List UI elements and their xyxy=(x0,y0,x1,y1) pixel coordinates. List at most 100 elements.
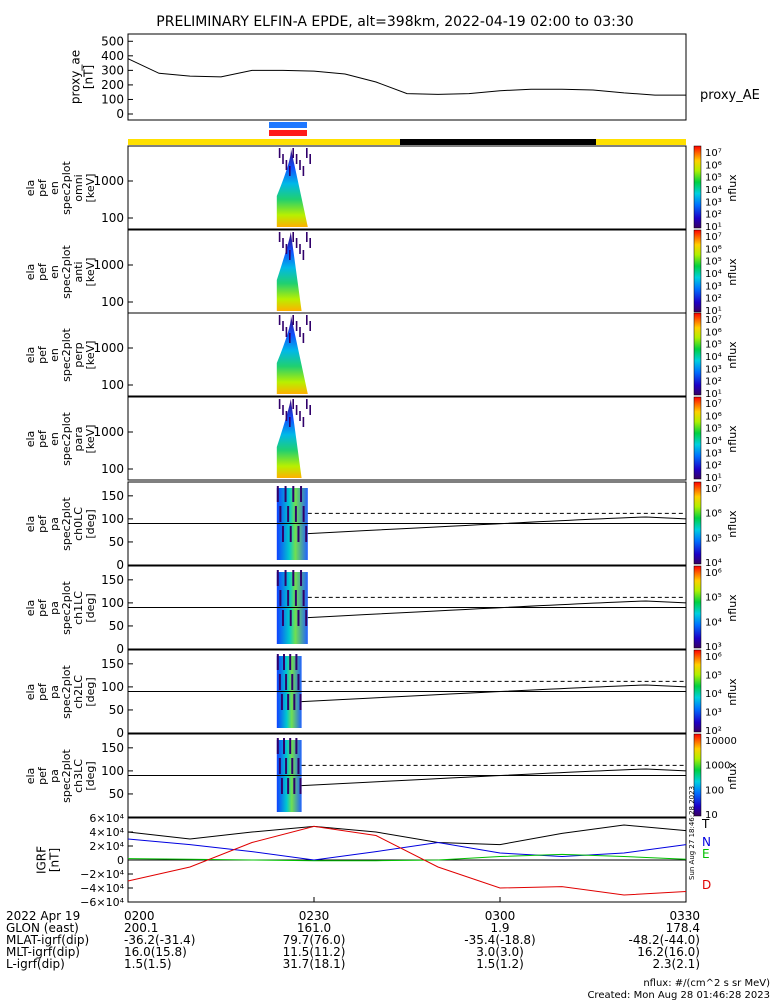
ae-ylabel-line: proxy_ae xyxy=(69,50,83,104)
flux-pixel xyxy=(309,238,311,248)
flux-pixel xyxy=(289,417,291,427)
xaxis-value: 2.3(2.1) xyxy=(652,957,700,971)
colorbar-tick-label: 10² xyxy=(705,294,722,305)
colorbar-tick-label: 10⁴ xyxy=(705,436,722,447)
flux-pixel xyxy=(299,160,301,170)
ytick-label: 100 xyxy=(101,764,124,778)
pa-ch2-ylabel-line: ela xyxy=(24,684,37,701)
en-anti-ylabel-line: pef xyxy=(36,262,49,281)
flux-pixel xyxy=(289,738,292,754)
igrf-ylabel-line: IGRF xyxy=(35,846,49,874)
flux-pixel xyxy=(279,590,282,606)
ae-series-line xyxy=(127,58,686,96)
colorbar-label: nflux xyxy=(726,762,739,790)
pa-ch1-ylabel-line: ela xyxy=(24,600,37,617)
flux-pixel xyxy=(293,694,296,710)
xaxis-value: 79.7(76.0) xyxy=(283,933,346,947)
flux-pixel xyxy=(292,315,294,325)
flux-pixel xyxy=(278,399,281,409)
en-para-ylabel: ela pef en spec2plot para [keV] xyxy=(24,412,97,466)
pa-ch3-panel: 150 100 50 ela pef pa spec2plot ch3LC [deg] 10000… xyxy=(24,733,739,821)
loss-cone-line xyxy=(307,600,687,619)
flux-pixel xyxy=(276,654,279,670)
flux-pixel xyxy=(305,610,308,626)
colorbar-tick-label: 10⁷ xyxy=(705,148,722,159)
flux-pixel xyxy=(294,590,297,606)
igrf-series-D xyxy=(127,825,687,896)
igrf-series-T xyxy=(127,824,687,846)
flux-pixel xyxy=(295,654,298,670)
flux-pixel xyxy=(306,315,308,325)
igrf-ytick-label: −4×10⁴ xyxy=(80,882,124,895)
colorbar-tick-label: 10⁶ xyxy=(705,568,722,579)
ytick-label: 50 xyxy=(109,703,124,717)
colorbar-tick-label: 10⁴ xyxy=(705,269,722,280)
pa-ch0-ylabel: ela pef pa spec2plot ch0LC [deg] xyxy=(24,497,97,551)
flux-pixel xyxy=(309,405,311,415)
flux-pixel xyxy=(284,570,287,586)
pa-ch1-ylabel-line: pef xyxy=(36,598,49,617)
colorbar-tick-label: 10³ xyxy=(705,197,722,208)
igrf-legend-E: E xyxy=(702,847,710,861)
ytick-label: 50 xyxy=(109,535,124,549)
en-omni-ylabel-line: spec2plot xyxy=(60,161,73,215)
ae-ylabel-line: [nT] xyxy=(82,65,96,89)
flux-pixel xyxy=(299,244,301,254)
pa-ch3-ylabel-line: [deg] xyxy=(84,761,97,790)
flux-pixel xyxy=(279,506,282,522)
flux-pixel xyxy=(282,238,284,248)
pa-ch0-panel: 150 100 50 0 ela pef pa spec2plot ch0LC [deg] 10⁷ 1… xyxy=(24,481,739,572)
colorbar-label: nflux xyxy=(726,341,739,369)
igrf-ytick-label: −2×10⁴ xyxy=(80,868,124,881)
colorbar-label: nflux xyxy=(726,510,739,538)
ytick-label: 150 xyxy=(101,657,124,671)
flux-pixel xyxy=(291,758,294,774)
en-omni-ylabel: ela pef en spec2plot omni [keV] xyxy=(24,161,97,215)
xaxis-row-label: L-igrf(dip) xyxy=(6,957,65,971)
flux-pixel xyxy=(285,674,288,690)
flux-pixel xyxy=(297,610,300,626)
flux-pixel xyxy=(278,674,281,690)
ae-ytick-label: 300 xyxy=(101,63,124,77)
status-bar-black xyxy=(400,139,596,145)
colorbar-tick-label: 10² xyxy=(705,210,722,221)
colorbar-tick-label: 10⁴ xyxy=(705,352,722,363)
flux-pixel xyxy=(302,506,305,522)
ytick-label: 0 xyxy=(116,726,124,740)
flux-pixel xyxy=(306,399,308,409)
ae-ytick-label: 200 xyxy=(101,78,124,92)
en-para-ylabel-line: para xyxy=(72,427,85,452)
ytick-label: 100 xyxy=(101,680,124,694)
flux-pixel xyxy=(302,590,305,606)
colorbar-tick-label: 10⁴ xyxy=(705,185,722,196)
flux-pixel xyxy=(309,154,311,164)
pa-ch3-ylabel-line: pa xyxy=(48,769,61,783)
science-zone-marker-red xyxy=(269,130,307,136)
xaxis-value: -48.2(-44.0) xyxy=(629,933,700,947)
colorbar-tick-label: 1000 xyxy=(705,761,730,772)
loss-cone-line xyxy=(301,768,687,787)
flux-pixel xyxy=(292,486,295,502)
flux-pixel xyxy=(309,321,311,331)
colorbar-tick-label: 10¹ xyxy=(705,306,722,317)
colorbar-tick-label: 10⁴ xyxy=(705,617,722,628)
flux-pixel xyxy=(299,778,302,794)
flux-pixel xyxy=(292,232,294,242)
flux-pixel xyxy=(287,590,290,606)
en-omni-ylabel-line: pef xyxy=(36,178,49,197)
flux-pixel xyxy=(289,610,292,626)
en-perp-ylabel-line: en xyxy=(48,348,61,362)
en-anti-ylabel: ela pef en spec2plot anti [keV] xyxy=(24,245,97,299)
flux-pixel xyxy=(283,654,285,670)
flux-pixel xyxy=(289,166,291,176)
flux-pixel xyxy=(278,148,281,158)
colorbar xyxy=(693,733,702,817)
flux-pixel xyxy=(280,778,283,794)
ae-ytick-label: 0 xyxy=(116,107,124,121)
colorbar-tick-label: 10⁵ xyxy=(705,424,722,435)
flux-pixel xyxy=(276,486,279,502)
colorbar-label: nflux xyxy=(726,258,739,286)
plot-title: PRELIMINARY ELFIN-A EPDE, alt=398km, 202… xyxy=(156,14,633,30)
